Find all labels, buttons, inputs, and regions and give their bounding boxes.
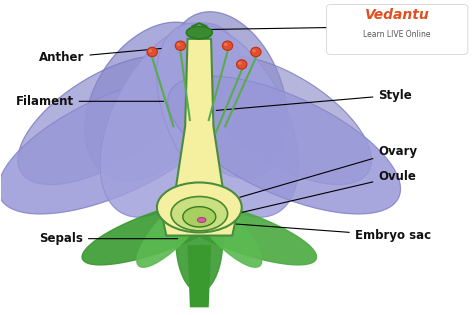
Polygon shape <box>197 55 371 185</box>
Polygon shape <box>167 200 317 265</box>
Polygon shape <box>168 12 288 178</box>
Ellipse shape <box>175 41 186 50</box>
Polygon shape <box>82 200 232 265</box>
Text: Filament: Filament <box>16 95 164 108</box>
Text: Style: Style <box>216 89 412 111</box>
Ellipse shape <box>183 207 216 227</box>
Polygon shape <box>137 185 215 267</box>
Text: Vedantu: Vedantu <box>365 9 429 22</box>
Ellipse shape <box>148 49 152 52</box>
Text: Learn LIVE Online: Learn LIVE Online <box>364 30 431 39</box>
Polygon shape <box>100 23 242 217</box>
Polygon shape <box>0 76 231 214</box>
Polygon shape <box>184 185 262 267</box>
Ellipse shape <box>224 43 228 46</box>
Polygon shape <box>85 22 219 180</box>
Ellipse shape <box>251 47 261 57</box>
Ellipse shape <box>197 217 206 222</box>
Ellipse shape <box>237 60 247 69</box>
Polygon shape <box>168 76 401 214</box>
Ellipse shape <box>157 182 242 232</box>
Ellipse shape <box>238 62 242 65</box>
Text: Anther: Anther <box>39 49 161 64</box>
Polygon shape <box>18 55 192 185</box>
Ellipse shape <box>186 26 212 39</box>
Polygon shape <box>176 186 223 292</box>
Ellipse shape <box>177 43 181 46</box>
Text: Ovary: Ovary <box>240 145 418 197</box>
Ellipse shape <box>222 41 233 50</box>
Ellipse shape <box>171 197 228 231</box>
Text: Embryo sac: Embryo sac <box>204 222 431 242</box>
Text: Sepals: Sepals <box>39 232 178 245</box>
Polygon shape <box>162 39 237 236</box>
Ellipse shape <box>147 47 157 57</box>
Text: Stigma: Stigma <box>211 20 425 33</box>
FancyBboxPatch shape <box>327 4 468 54</box>
Ellipse shape <box>252 49 256 52</box>
Polygon shape <box>157 23 299 217</box>
Polygon shape <box>188 245 211 307</box>
Text: Ovule: Ovule <box>226 170 416 216</box>
